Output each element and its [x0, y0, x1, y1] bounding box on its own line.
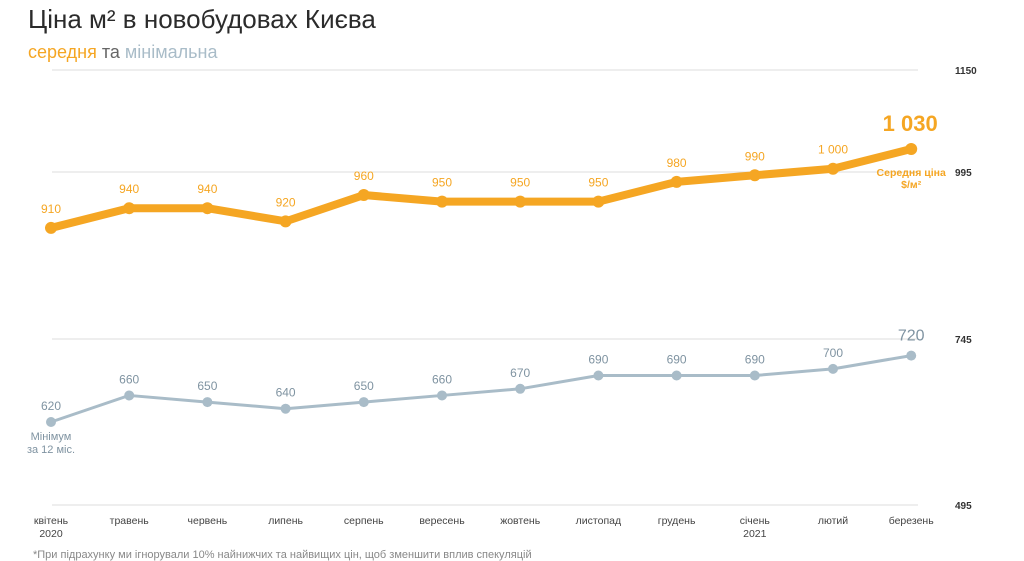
data-label-average: 1 030: [883, 111, 938, 136]
data-label-average: 940: [119, 182, 139, 196]
data-label-minimum: 690: [667, 353, 687, 367]
x-tick-label: травень: [110, 515, 150, 527]
y-tick-label: 495: [955, 501, 972, 512]
data-label-average: 960: [354, 169, 374, 183]
point-minimum: [671, 370, 682, 381]
x-tick-label: червень: [188, 515, 228, 527]
point-average: [748, 169, 761, 182]
data-label-minimum: 650: [197, 379, 217, 393]
data-label-minimum: 640: [276, 386, 296, 400]
x-tick-label: березень: [889, 515, 935, 527]
point-average: [436, 195, 448, 208]
data-label-average: 910: [41, 202, 61, 216]
series-line-minimum: [49, 354, 913, 424]
data-label-minimum: 690: [588, 353, 608, 367]
x-tick-label: серпень: [344, 515, 384, 527]
series-line-average: [47, 144, 916, 232]
y-tick-label: 1150: [955, 66, 977, 77]
point-minimum: [906, 350, 917, 361]
data-label-minimum: 700: [823, 346, 843, 360]
data-label-average: 950: [588, 176, 608, 190]
point-average: [45, 221, 57, 234]
chart-subtitle: середня та мінімальна: [28, 42, 217, 63]
subtitle-average: середня: [28, 42, 97, 62]
data-label-average: 950: [432, 176, 452, 190]
x-tick-label: липень: [268, 515, 303, 527]
point-minimum: [437, 390, 447, 401]
point-average: [827, 162, 839, 175]
x-tick-label: січень 2021: [740, 515, 771, 540]
data-label-average: 990: [745, 149, 765, 163]
point-average: [670, 175, 683, 188]
data-label-minimum: 620: [41, 399, 61, 413]
point-average: [514, 195, 527, 208]
point-average: [905, 142, 918, 155]
x-tick-label: лютий: [818, 515, 848, 527]
subtitle-minimum: мінімальна: [124, 42, 218, 62]
data-label-average: 950: [510, 176, 530, 190]
y-tick-label: 995: [955, 168, 972, 179]
series-annotation-average: Середня ціна $/м²: [877, 167, 946, 191]
data-label-average: 1 000: [818, 143, 848, 157]
point-minimum: [202, 397, 213, 408]
point-minimum: [515, 383, 526, 394]
data-label-average: 940: [197, 182, 217, 196]
data-label-minimum: 660: [432, 372, 452, 386]
data-label-minimum: 670: [510, 366, 530, 380]
data-label-minimum: 650: [354, 379, 374, 393]
point-minimum: [828, 363, 838, 374]
point-minimum: [749, 370, 760, 381]
point-average: [201, 202, 214, 215]
point-minimum: [280, 403, 291, 414]
x-tick-label: квітень 2020: [34, 515, 69, 540]
x-tick-label: вересень: [419, 515, 465, 527]
point-minimum: [124, 390, 135, 401]
x-tick-label: грудень: [658, 515, 696, 527]
point-minimum: [46, 417, 56, 427]
data-label-minimum: 690: [745, 353, 765, 367]
point-average: [357, 189, 370, 202]
data-label-minimum: 660: [119, 372, 139, 386]
x-tick-label: жовтень: [500, 515, 541, 527]
series-annotation-minimum: Мінімум за 12 міс.: [27, 431, 75, 456]
subtitle-and: та: [101, 42, 120, 62]
footnote: *При підрахунку ми ігнорували 10% найниж…: [33, 549, 532, 561]
point-minimum: [358, 397, 369, 408]
data-label-average: 980: [667, 156, 687, 170]
x-tick-label: листопад: [576, 515, 621, 527]
data-label-minimum: 720: [898, 328, 925, 345]
data-label-average: 920: [276, 195, 296, 209]
point-average: [279, 215, 292, 228]
point-minimum: [593, 370, 604, 381]
point-average: [592, 195, 605, 208]
y-tick-label: 745: [955, 335, 972, 346]
point-average: [123, 202, 136, 215]
chart-title: Ціна м² в новобудовах Києва: [28, 4, 376, 34]
